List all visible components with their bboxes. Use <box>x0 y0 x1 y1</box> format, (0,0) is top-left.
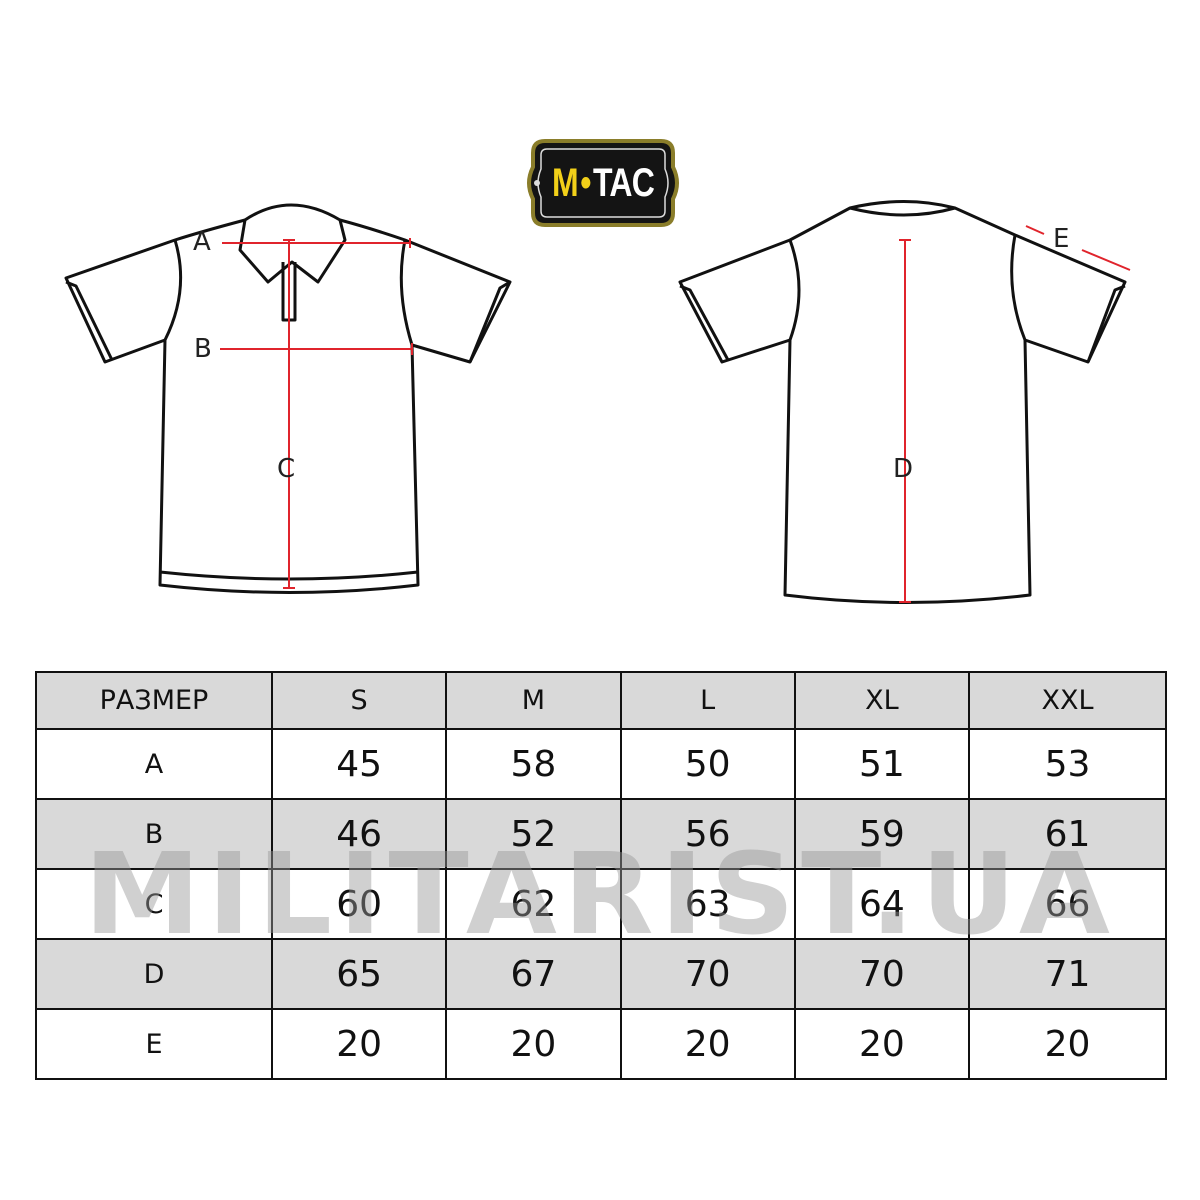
label-c: C <box>277 454 296 484</box>
row-label: E <box>35 1008 273 1080</box>
table-row: A 45 58 50 51 53 <box>35 728 1167 800</box>
label-b: B <box>194 334 212 364</box>
table-row: D 65 67 70 70 71 <box>35 938 1167 1010</box>
table-cell: 63 <box>619 868 796 940</box>
table-cell: 20 <box>270 1008 448 1080</box>
table-cell: 59 <box>793 798 971 870</box>
table-cell: 60 <box>270 868 448 940</box>
size-table: РАЗМЕР S M L XL XXL A 45 58 50 51 53 B 4… <box>35 671 1167 1080</box>
header-cell: XXL <box>968 671 1167 730</box>
table-cell: 70 <box>793 938 971 1010</box>
table-row: E 20 20 20 20 20 <box>35 1008 1167 1080</box>
table-cell: 20 <box>619 1008 796 1080</box>
table-cell: 20 <box>793 1008 971 1080</box>
table-cell: 20 <box>968 1008 1167 1080</box>
table-cell: 52 <box>445 798 622 870</box>
table-cell: 61 <box>968 798 1167 870</box>
table-cell: 65 <box>270 938 448 1010</box>
logo-text-m: M <box>551 160 579 205</box>
label-d: D <box>893 454 914 484</box>
row-label: B <box>35 798 273 870</box>
table-cell: 46 <box>270 798 448 870</box>
header-cell: РАЗМЕР <box>35 671 273 730</box>
logo-text-tac: TAC <box>593 160 655 205</box>
table-cell: 66 <box>968 868 1167 940</box>
row-label: A <box>35 728 273 800</box>
table-cell: 45 <box>270 728 448 800</box>
back-shirt-outline <box>678 200 1127 604</box>
header-cell: M <box>445 671 622 730</box>
table-cell: 71 <box>968 938 1167 1010</box>
table-cell: 67 <box>445 938 622 1010</box>
table-cell: 70 <box>619 938 796 1010</box>
row-label: C <box>35 868 273 940</box>
front-shirt-outline <box>64 203 512 594</box>
table-cell: 51 <box>793 728 971 800</box>
label-e: E <box>1053 224 1070 254</box>
table-row: C 60 62 63 64 66 <box>35 868 1167 940</box>
m-tac-logo: M • TAC <box>523 137 683 229</box>
table-cell: 62 <box>445 868 622 940</box>
table-cell: 56 <box>619 798 796 870</box>
table-cell: 64 <box>793 868 971 940</box>
header-cell: L <box>619 671 796 730</box>
table-cell: 20 <box>445 1008 622 1080</box>
label-a: A <box>193 227 211 257</box>
table-cell: 58 <box>445 728 622 800</box>
table-cell: 53 <box>968 728 1167 800</box>
row-label: D <box>35 938 273 1010</box>
header-cell: XL <box>793 671 971 730</box>
table-header-row: РАЗМЕР S M L XL XXL <box>35 671 1167 730</box>
header-cell: S <box>270 671 448 730</box>
table-cell: 50 <box>619 728 796 800</box>
table-row: B 46 52 56 59 61 <box>35 798 1167 870</box>
shirt-diagrams <box>64 200 1131 604</box>
measurement-lines <box>220 225 1131 603</box>
